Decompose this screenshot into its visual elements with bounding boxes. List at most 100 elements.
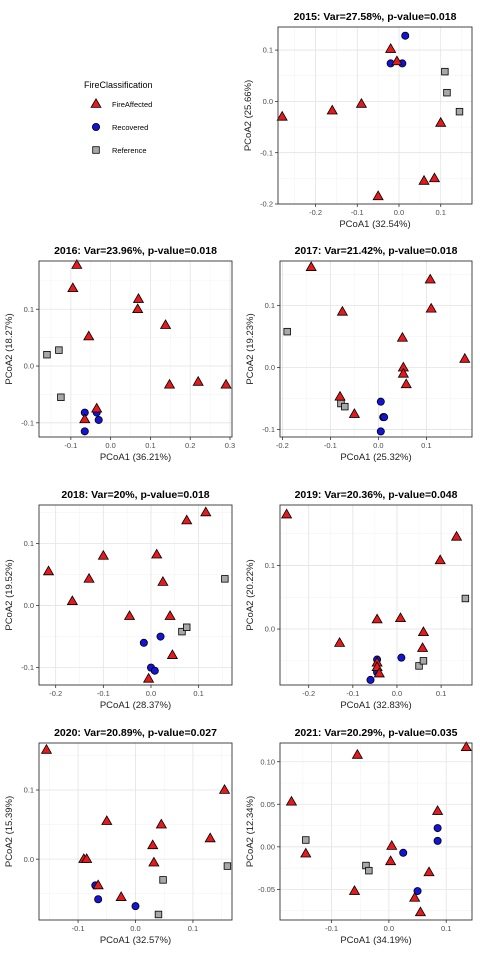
point-reference xyxy=(302,836,310,844)
point-reference xyxy=(283,327,291,336)
x-tick-label: -0.1 xyxy=(72,924,85,933)
legend-item-fireaffected: FireAffected xyxy=(90,97,152,109)
point-recovered xyxy=(413,887,422,896)
x-axis-label: PCoA1 (32.83%) xyxy=(340,700,411,711)
chart-title: 2020: Var=20.89%, p-value=0.027 xyxy=(54,727,217,739)
point-fireaffected xyxy=(192,375,204,386)
point-fireaffected xyxy=(400,378,412,389)
point-fireaffected xyxy=(431,805,444,815)
x-tick-label: 0.1 xyxy=(145,441,155,450)
y-axis-label: PCoA2 (15.39%) xyxy=(4,796,15,867)
x-tick-label: 0.0 xyxy=(394,208,404,217)
y-tick-label: 0.0 xyxy=(263,97,273,106)
y-tick-label: 0.05 xyxy=(260,800,275,809)
point-fireaffected xyxy=(435,116,447,127)
point-fireaffected xyxy=(336,305,349,316)
y-tick-label: 0.0 xyxy=(265,625,275,634)
point-fireaffected xyxy=(163,378,176,389)
point-fireaffected xyxy=(384,855,397,866)
plot-border xyxy=(277,26,473,205)
point-recovered xyxy=(156,632,165,641)
point-fireaffected xyxy=(391,55,403,66)
axis-ticks: -0.2 -0.1 0.0 0.1 0.0 0.1 xyxy=(265,561,447,698)
point-recovered xyxy=(366,675,375,684)
point-recovered xyxy=(94,415,103,424)
y-axis-label: PCoA2 (19.23%) xyxy=(245,313,256,384)
legend-item-reference: Reference xyxy=(92,146,147,155)
point-fireaffected xyxy=(40,743,53,754)
y-tick-label: -0.2 xyxy=(260,200,273,209)
point-fireaffected xyxy=(159,319,172,329)
y-tick-label: 0.1 xyxy=(24,305,34,314)
x-axis-label: PCoA1 (28.37%) xyxy=(100,700,171,711)
x-tick-label: 0.0 xyxy=(146,689,156,698)
y-tick-label: 0.0 xyxy=(265,363,275,372)
y-tick-label: -0.1 xyxy=(21,663,34,672)
point-reference xyxy=(461,594,470,603)
legend-item-recovered: Recovered xyxy=(92,123,148,132)
x-tick-label: 0.3 xyxy=(225,441,235,450)
chart-title: 2021: Var=20.29%, p-value=0.035 xyxy=(295,727,458,739)
legend-label: Recovered xyxy=(112,123,148,132)
axis-ticks: -0.2 -0.1 0.0 0.1-0.10.00.1 xyxy=(262,301,432,450)
panel-5: -0.1 0.0 0.1 0.0 0.1 2020: Var=20.89%, p-valu… xyxy=(4,727,233,946)
y-tick-label: -0.1 xyxy=(21,418,34,427)
point-reference xyxy=(441,67,449,76)
plot-border xyxy=(279,260,473,438)
panel-0: -0.2 -0.1 0.0 0.1 -0.2 -0.1 0.0 0.1 2015: Var=27… xyxy=(243,11,473,230)
point-fireaffected xyxy=(425,302,437,313)
y-axis-label: PCoA2 (25.66%) xyxy=(243,80,254,151)
point-fireaffected xyxy=(91,402,103,413)
panel-1: -0.1 0.0 0.1 0.2 0.3 -0.1 0.0 0.1 2016: Var=23.9… xyxy=(4,245,235,463)
x-tick-label: -0.2 xyxy=(276,441,289,450)
plot-border xyxy=(279,504,473,686)
x-tick-label: -0.1 xyxy=(324,441,337,450)
x-axis-label: PCoA1 (32.54%) xyxy=(339,219,410,230)
data-points xyxy=(42,506,229,683)
y-axis-label: PCoA2 (20.22%) xyxy=(245,559,256,630)
point-fireaffected xyxy=(218,784,231,794)
legend-items: FireAffected Recovered Reference xyxy=(90,97,152,155)
x-tick-label: 0.2 xyxy=(185,441,195,450)
data-points xyxy=(276,31,464,201)
y-tick-label: -0.05 xyxy=(258,885,275,894)
point-fireaffected xyxy=(416,642,429,652)
point-fireaffected xyxy=(371,613,383,624)
y-tick-label: 0.1 xyxy=(24,786,34,795)
plot-border xyxy=(38,504,233,686)
point-fireaffected xyxy=(164,610,176,620)
panel-4: -0.2 -0.1 0.0 0.1 0.0 0.1 2019: Var=20.36%, p-… xyxy=(245,489,473,711)
point-recovered xyxy=(433,824,442,833)
y-tick-label: -0.1 xyxy=(262,425,275,434)
point-reference xyxy=(223,862,232,870)
point-reference xyxy=(43,350,51,359)
point-fireaffected xyxy=(166,649,179,659)
point-reference xyxy=(55,346,63,354)
plot-background xyxy=(280,743,472,920)
plot-background xyxy=(280,505,472,685)
plot-border xyxy=(38,260,233,438)
point-fireaffected xyxy=(417,626,430,636)
x-tick-label: 0.1 xyxy=(441,924,451,933)
point-fireaffected xyxy=(424,273,436,284)
point-reference xyxy=(183,623,191,631)
point-reference xyxy=(57,393,65,401)
plot-background xyxy=(278,27,472,204)
y-tick-label: 0.0 xyxy=(24,855,34,864)
panel-3: -0.2 -0.1 0.0 0.1 -0.1 0.0 0.1 2018: Var=20%, p… xyxy=(4,489,233,711)
point-fireaffected xyxy=(280,508,293,519)
point-fireaffected xyxy=(351,748,364,759)
chart-title: 2015: Var=27.58%, p-value=0.018 xyxy=(294,11,457,23)
x-tick-label: 0.0 xyxy=(130,924,140,933)
x-tick-label: 0.1 xyxy=(435,208,445,217)
point-fireaffected xyxy=(348,885,361,895)
grid xyxy=(39,743,232,920)
point-fireaffected xyxy=(66,595,78,605)
x-tick-label: 0.1 xyxy=(193,689,203,698)
point-fireaffected xyxy=(423,866,435,877)
point-reference xyxy=(365,866,373,875)
point-reference xyxy=(341,402,349,411)
point-reference xyxy=(419,657,428,665)
